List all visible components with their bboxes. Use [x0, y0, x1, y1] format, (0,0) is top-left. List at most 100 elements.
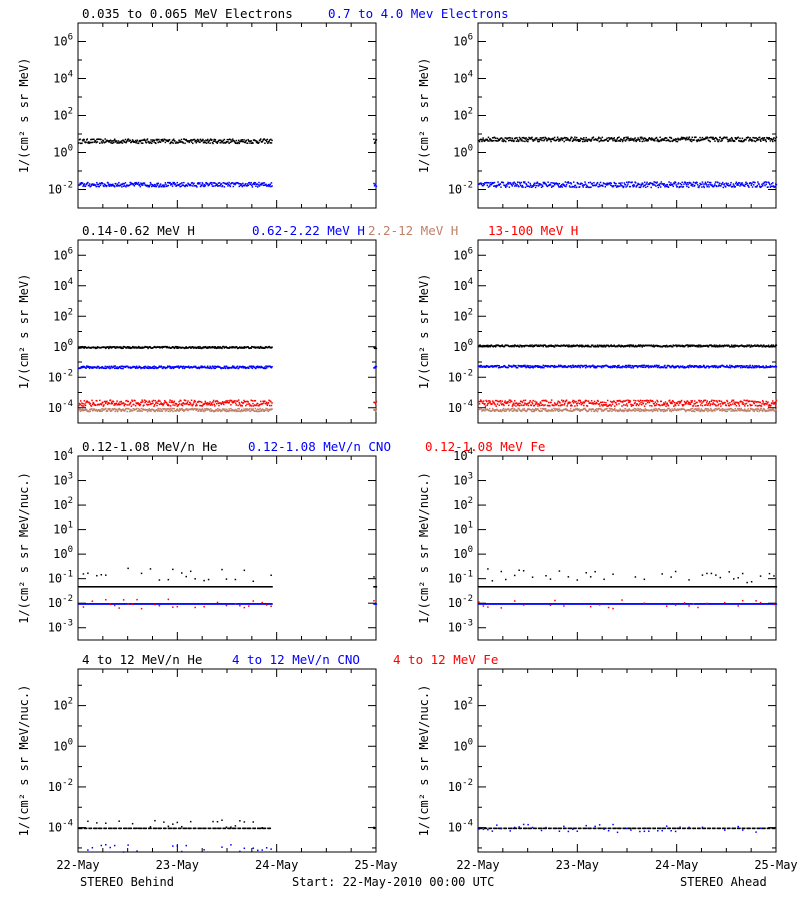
data-point	[230, 139, 232, 141]
data-point	[203, 183, 206, 186]
data-point	[686, 400, 689, 402]
data-point	[503, 410, 506, 412]
data-point	[101, 410, 103, 412]
data-point	[546, 409, 548, 412]
data-point	[498, 365, 500, 367]
data-point	[375, 400, 378, 403]
data-point	[713, 403, 716, 405]
data-point	[509, 182, 512, 184]
data-point	[122, 140, 125, 142]
data-point	[727, 140, 730, 142]
data-point	[105, 141, 107, 143]
data-point	[743, 346, 745, 348]
data-point	[708, 367, 710, 369]
data-point	[131, 366, 134, 369]
data-point	[180, 408, 182, 411]
data-point	[721, 138, 724, 140]
data-point	[244, 366, 246, 368]
data-point	[651, 405, 653, 407]
data-point	[158, 346, 161, 348]
data-point	[231, 365, 234, 367]
data-point	[269, 183, 272, 186]
data-point	[589, 138, 591, 141]
data-point	[662, 139, 664, 141]
data-point	[131, 183, 134, 185]
data-point	[254, 399, 257, 402]
data-point	[581, 140, 584, 143]
data-point	[191, 181, 193, 184]
data-point	[161, 410, 164, 412]
data-point	[228, 408, 230, 410]
data-point	[685, 139, 687, 141]
data-point	[497, 364, 499, 367]
data-point	[161, 346, 163, 348]
data-point	[108, 409, 111, 411]
data-point	[608, 183, 611, 185]
data-point	[750, 184, 753, 186]
data-point	[509, 409, 512, 411]
data-point	[250, 347, 252, 349]
data-point	[210, 403, 213, 405]
data-point	[88, 142, 90, 145]
data-point	[254, 183, 256, 186]
data-point	[182, 402, 184, 404]
data-point	[526, 409, 528, 411]
data-point	[153, 141, 155, 143]
data-point	[505, 402, 508, 405]
data-point	[86, 400, 89, 402]
data-point	[131, 400, 134, 402]
plot-frame	[77, 22, 377, 209]
data-point	[772, 403, 775, 405]
data-point	[638, 344, 641, 347]
data-point	[171, 141, 173, 144]
data-point	[131, 139, 134, 141]
data-point	[560, 185, 562, 188]
data-point	[668, 399, 671, 402]
data-point	[522, 404, 524, 407]
data-point	[748, 365, 750, 367]
data-point	[133, 185, 136, 187]
data-point	[200, 401, 203, 404]
data-point	[531, 186, 533, 188]
data-point	[227, 399, 229, 402]
data-point	[138, 183, 141, 186]
data-point	[521, 346, 523, 348]
data-point	[583, 184, 586, 186]
data-point	[602, 182, 605, 184]
data-point	[678, 400, 680, 403]
data-point	[268, 139, 271, 141]
data-point	[549, 139, 552, 141]
data-point	[78, 142, 80, 144]
data-point	[709, 404, 711, 407]
data-point	[555, 182, 558, 184]
data-point	[522, 364, 525, 367]
data-point	[154, 185, 156, 188]
data-point	[210, 181, 213, 184]
data-point	[212, 182, 214, 184]
data-point	[259, 400, 262, 403]
data-point	[589, 181, 592, 184]
data-point	[242, 409, 245, 412]
data-point	[200, 365, 202, 367]
data-point	[78, 404, 80, 407]
data-point	[373, 182, 375, 185]
data-point	[690, 140, 693, 143]
data-point	[576, 365, 579, 367]
data-point	[775, 183, 778, 186]
data-point	[488, 366, 491, 368]
data-point	[265, 401, 268, 404]
data-point	[771, 139, 773, 141]
data-point	[199, 408, 201, 411]
data-point	[118, 402, 120, 405]
data-point	[730, 366, 732, 368]
data-point	[540, 137, 543, 139]
data-point	[205, 142, 208, 144]
data-point	[255, 367, 257, 370]
data-point	[613, 366, 615, 369]
data-point	[514, 402, 517, 405]
data-point	[147, 184, 150, 187]
data-point	[562, 137, 565, 140]
data-point	[254, 366, 256, 369]
data-point	[79, 182, 81, 185]
data-point	[171, 367, 173, 369]
